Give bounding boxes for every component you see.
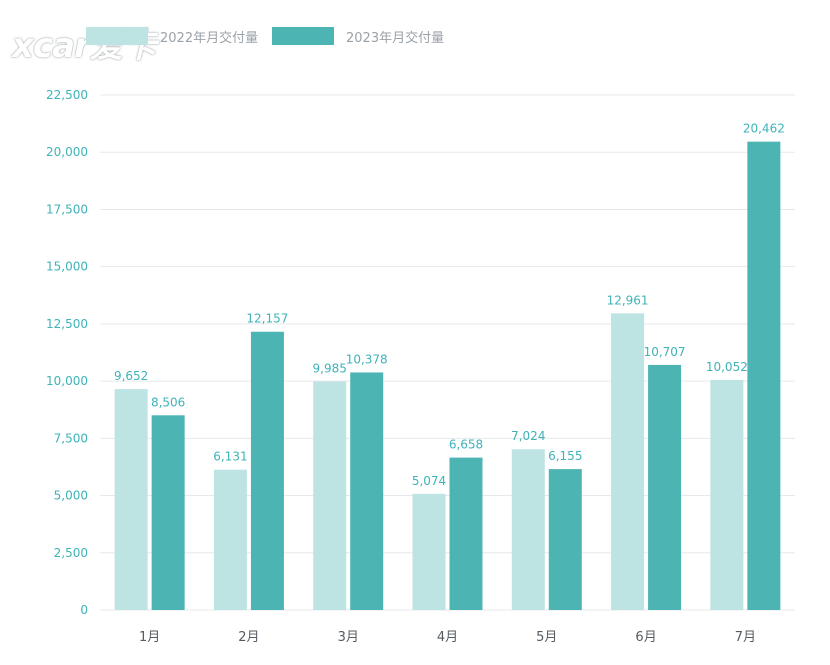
value-label-2023-3: 10,378 <box>346 352 388 366</box>
y-tick-label: 7,500 <box>54 431 88 445</box>
value-label-2022-7: 10,052 <box>706 360 748 374</box>
legend-label-2022: 2022年月交付量 <box>160 30 259 46</box>
value-label-2022-4: 5,074 <box>412 474 446 488</box>
bar-2022-5 <box>511 449 545 610</box>
bar-2022-4 <box>412 493 446 610</box>
x-tick-label: 4月 <box>437 630 458 645</box>
value-label-2022-6: 12,961 <box>607 293 649 307</box>
y-tick-label: 20,000 <box>46 145 88 159</box>
value-label-2023-5: 6,155 <box>548 449 582 463</box>
y-tick-label: 2,500 <box>54 546 88 560</box>
bar-2023-5 <box>548 469 582 610</box>
x-tick-label: 1月 <box>139 630 160 645</box>
bar-2023-7 <box>747 141 781 610</box>
value-label-2023-1: 8,506 <box>151 395 185 409</box>
bar-2022-6 <box>611 313 645 610</box>
bar-2022-3 <box>313 381 347 610</box>
legend-item-2022: 2022年月交付量 <box>86 26 258 46</box>
bar-2022-7 <box>710 379 744 610</box>
value-label-2023-7: 20,462 <box>743 122 785 136</box>
y-tick-label: 22,500 <box>46 88 88 102</box>
bar-2023-1 <box>151 415 185 610</box>
bar-2023-6 <box>648 364 682 610</box>
y-tick-label: 17,500 <box>46 202 88 216</box>
bar-2023-4 <box>449 457 483 610</box>
y-tick-label: 10,000 <box>46 374 88 388</box>
value-label-2022-5: 7,024 <box>511 429 545 443</box>
x-tick-label: 7月 <box>735 630 756 645</box>
y-tick-label: 0 <box>80 603 88 617</box>
bar-2022-2 <box>213 469 247 610</box>
value-label-2022-2: 6,131 <box>213 450 247 464</box>
bar-2023-2 <box>250 331 284 610</box>
y-tick-label: 12,500 <box>46 317 88 331</box>
legend-swatch-2023 <box>272 27 334 45</box>
y-tick-label: 15,000 <box>46 260 88 274</box>
bar-2022-1 <box>114 389 148 610</box>
legend-swatch-2022 <box>86 27 148 45</box>
value-label-2022-3: 9,985 <box>313 361 347 375</box>
value-label-2022-1: 9,652 <box>114 369 148 383</box>
y-tick-label: 5,000 <box>54 489 88 503</box>
legend-item-2023: 2023年月交付量 <box>272 26 444 46</box>
x-tick-label: 3月 <box>338 630 359 645</box>
x-tick-label: 5月 <box>536 630 557 645</box>
legend-label-2023: 2023年月交付量 <box>346 30 445 46</box>
x-tick-label: 6月 <box>635 630 656 645</box>
value-label-2023-6: 10,707 <box>644 345 686 359</box>
bar-2023-3 <box>350 372 384 610</box>
value-label-2023-4: 6,658 <box>449 438 483 452</box>
x-tick-label: 2月 <box>238 630 259 645</box>
value-label-2023-2: 12,157 <box>246 312 288 326</box>
